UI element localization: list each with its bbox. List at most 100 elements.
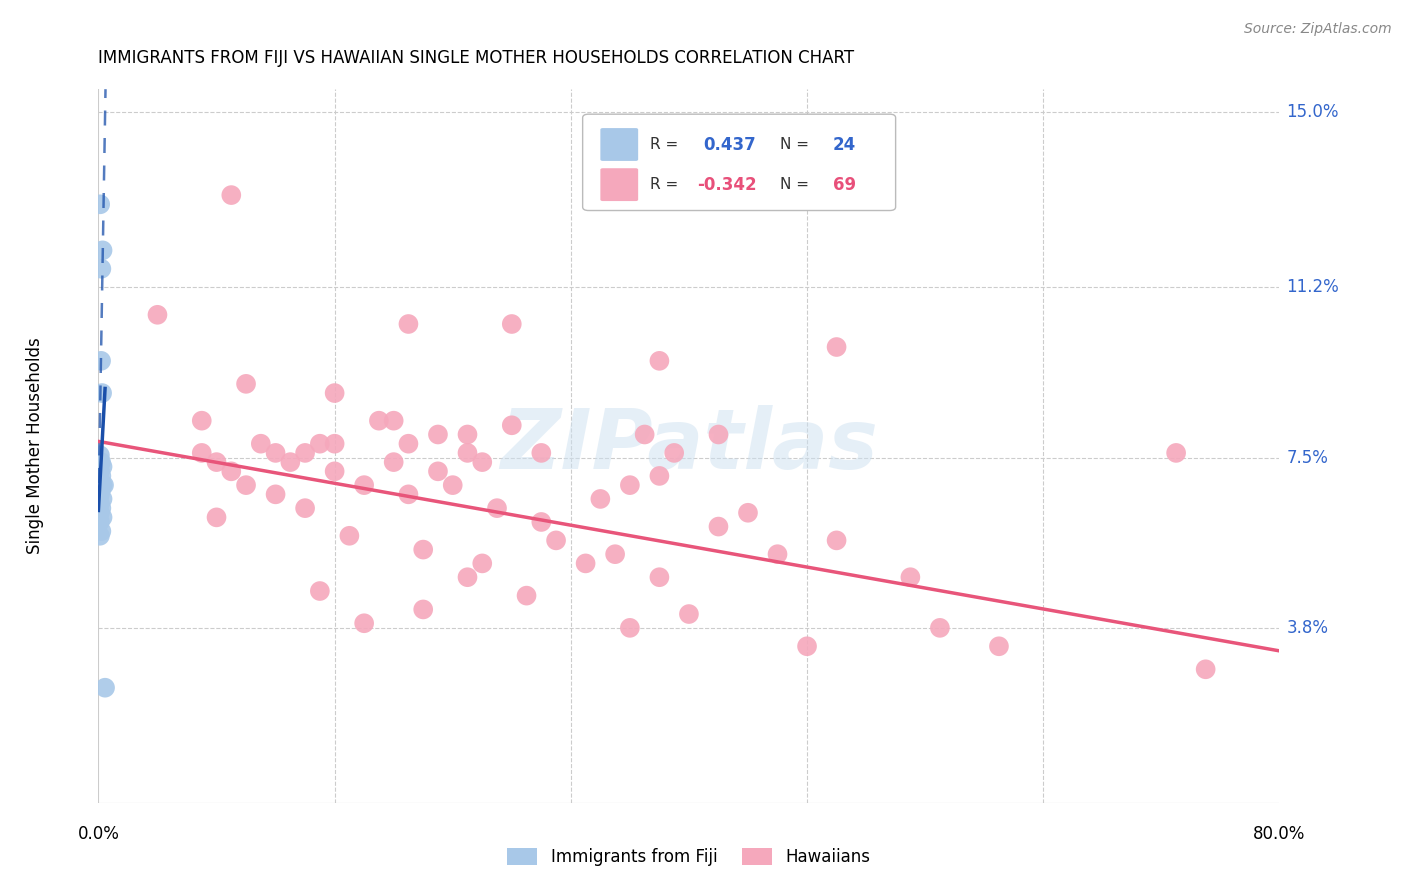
- Point: [928, 621, 950, 635]
- Point: [396, 436, 419, 450]
- Point: [382, 414, 405, 428]
- Point: [90, 354, 112, 368]
- Point: [648, 570, 671, 584]
- Point: [191, 414, 214, 428]
- Text: N =: N =: [780, 178, 814, 192]
- Point: [191, 446, 214, 460]
- Point: [501, 418, 523, 433]
- Text: 15.0%: 15.0%: [1286, 103, 1339, 121]
- Point: [91, 386, 114, 401]
- Point: [323, 436, 346, 450]
- Point: [707, 519, 730, 533]
- Point: [589, 491, 612, 506]
- Point: [456, 427, 478, 442]
- Text: N =: N =: [780, 137, 814, 152]
- Point: [89, 515, 111, 529]
- Text: IMMIGRANTS FROM FIJI VS HAWAIIAN SINGLE MOTHER HOUSEHOLDS CORRELATION CHART: IMMIGRANTS FROM FIJI VS HAWAIIAN SINGLE …: [98, 49, 855, 67]
- Point: [633, 427, 655, 442]
- Point: [89, 464, 111, 478]
- Point: [619, 478, 641, 492]
- Point: [219, 188, 242, 202]
- FancyBboxPatch shape: [582, 114, 896, 211]
- Legend: Immigrants from Fiji, Hawaiians: Immigrants from Fiji, Hawaiians: [501, 841, 877, 873]
- Point: [707, 427, 730, 442]
- Point: [309, 436, 332, 450]
- Point: [515, 589, 537, 603]
- Point: [323, 386, 346, 401]
- Point: [427, 464, 450, 478]
- Point: [605, 547, 627, 561]
- Point: [94, 681, 117, 695]
- Point: [825, 533, 848, 548]
- Point: [93, 478, 115, 492]
- Text: ZIPatlas: ZIPatlas: [501, 406, 877, 486]
- Point: [396, 487, 419, 501]
- Point: [89, 474, 111, 488]
- Text: 11.2%: 11.2%: [1286, 278, 1340, 296]
- Point: [648, 354, 671, 368]
- Point: [396, 317, 419, 331]
- Point: [323, 464, 346, 478]
- Point: [235, 376, 257, 391]
- Point: [264, 446, 287, 460]
- Point: [90, 469, 112, 483]
- Point: [796, 640, 818, 654]
- Point: [456, 570, 478, 584]
- Point: [294, 446, 316, 460]
- FancyBboxPatch shape: [600, 169, 638, 201]
- Point: [1164, 446, 1187, 460]
- Point: [89, 506, 111, 520]
- Text: Single Mother Households: Single Mother Households: [27, 338, 44, 554]
- Text: 0.437: 0.437: [703, 136, 756, 153]
- Point: [91, 478, 114, 492]
- Point: [205, 455, 228, 469]
- Text: R =: R =: [650, 137, 683, 152]
- Point: [278, 455, 302, 469]
- Point: [309, 584, 332, 599]
- Point: [486, 501, 509, 516]
- Point: [353, 478, 375, 492]
- Point: [382, 455, 405, 469]
- Point: [412, 602, 434, 616]
- Text: 3.8%: 3.8%: [1286, 619, 1329, 637]
- Point: [294, 501, 316, 516]
- Point: [619, 621, 641, 635]
- Point: [501, 317, 523, 331]
- Point: [456, 446, 478, 460]
- Point: [91, 459, 114, 474]
- Point: [90, 261, 112, 276]
- Point: [219, 464, 242, 478]
- Text: 80.0%: 80.0%: [1253, 825, 1306, 843]
- Point: [368, 414, 391, 428]
- Point: [90, 483, 112, 497]
- Point: [89, 497, 111, 511]
- Point: [205, 510, 228, 524]
- Point: [91, 510, 114, 524]
- Text: R =: R =: [650, 178, 683, 192]
- Text: 0.0%: 0.0%: [77, 825, 120, 843]
- Point: [427, 427, 450, 442]
- Point: [90, 455, 112, 469]
- Point: [574, 557, 596, 571]
- Point: [544, 533, 567, 548]
- Point: [766, 547, 789, 561]
- Point: [530, 515, 553, 529]
- Point: [89, 197, 111, 211]
- Point: [825, 340, 848, 354]
- Point: [471, 557, 494, 571]
- Point: [678, 607, 700, 621]
- Point: [235, 478, 257, 492]
- Point: [530, 446, 553, 460]
- Point: [471, 455, 494, 469]
- Point: [89, 487, 111, 501]
- Point: [91, 491, 114, 506]
- Text: 69: 69: [832, 176, 856, 194]
- Point: [90, 501, 112, 516]
- Point: [441, 478, 464, 492]
- Point: [89, 529, 111, 543]
- Point: [146, 308, 169, 322]
- FancyBboxPatch shape: [600, 128, 638, 161]
- Point: [1195, 662, 1218, 676]
- Point: [987, 640, 1010, 654]
- Point: [337, 529, 360, 543]
